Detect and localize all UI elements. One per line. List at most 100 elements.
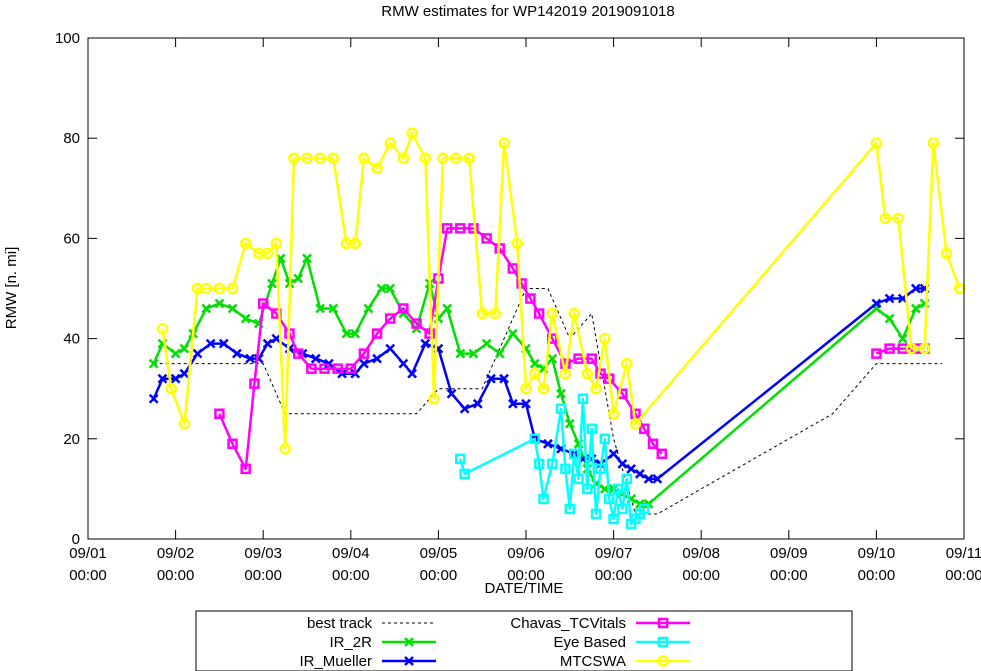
data-point-chavas-tcvitals xyxy=(384,313,396,324)
data-point-mtcswa xyxy=(419,152,432,164)
x-marker-stroke xyxy=(547,353,558,364)
data-point-mtcswa xyxy=(397,152,410,164)
legend-item-ir-2r: IR_2R xyxy=(329,634,436,651)
x-tick-label: 00:00 xyxy=(770,567,808,584)
y-tick-label: 40 xyxy=(63,331,80,348)
plot-frame xyxy=(87,37,965,540)
legend-item-best-track: best track xyxy=(307,615,436,632)
data-point-chavas-tcvitals xyxy=(249,378,260,389)
data-point-chavas-tcvitals xyxy=(481,233,492,244)
data-point-ir-mueller xyxy=(626,463,637,474)
x-marker-stroke xyxy=(148,358,159,369)
x-marker-stroke xyxy=(315,303,326,314)
data-point-eye-based xyxy=(564,503,576,515)
data-point-ir-2r xyxy=(148,358,159,369)
data-point-ir-mueller xyxy=(407,368,418,379)
data-point-mtcswa xyxy=(879,212,891,225)
y-axis-label: RMW [n. mi] xyxy=(3,247,20,330)
x-marker-stroke xyxy=(201,303,212,314)
x-marker-stroke xyxy=(459,403,470,414)
x-tick-label: 00:00 xyxy=(69,567,107,584)
data-point-ir-2r xyxy=(385,283,396,294)
x-marker-stroke xyxy=(507,328,518,339)
data-point-eye-based xyxy=(568,448,580,460)
data-point-ir-2r xyxy=(507,328,518,339)
data-point-eye-based xyxy=(560,463,571,475)
x-tick-label: 09/01 xyxy=(69,545,107,562)
data-point-ir-mueller xyxy=(271,333,282,344)
data-point-ir-mueller xyxy=(652,473,663,484)
data-point-ir-mueller xyxy=(472,398,483,409)
data-point-mtcswa xyxy=(629,418,642,430)
data-point-chavas-tcvitals xyxy=(533,308,545,319)
data-point-eye-based xyxy=(639,503,650,515)
x-marker-stroke xyxy=(302,253,312,264)
data-point-eye-based xyxy=(595,463,606,475)
data-point-ir-2r xyxy=(240,313,251,324)
data-point-ir-mueller xyxy=(359,358,369,369)
data-point-ir-2r xyxy=(341,328,352,339)
data-point-mtcswa xyxy=(927,137,940,149)
legend-swatch-marker xyxy=(657,655,669,667)
x-marker-stroke xyxy=(543,438,553,449)
data-point-ir-mueller xyxy=(179,368,190,379)
data-point-eye-based xyxy=(538,493,549,505)
data-point-ir-mueller xyxy=(192,348,203,359)
legend-box xyxy=(195,610,853,671)
x-marker-stroke xyxy=(494,348,505,359)
data-point-ir-2r xyxy=(363,303,374,314)
x-marker-stroke xyxy=(617,458,628,469)
data-point-ir-2r xyxy=(455,348,466,359)
x-marker-stroke xyxy=(240,313,251,324)
data-point-mtcswa xyxy=(476,307,488,320)
x-marker-stroke xyxy=(385,343,396,354)
data-point-eye-based xyxy=(599,433,611,445)
data-point-ir-mueller xyxy=(310,353,321,364)
data-point-mtcswa xyxy=(590,382,602,395)
data-point-mtcswa xyxy=(226,282,239,295)
data-point-ir-2r xyxy=(227,303,238,314)
data-point-mtcswa xyxy=(870,137,883,149)
data-point-ir-2r xyxy=(170,348,181,359)
x-marker-stroke xyxy=(232,348,242,359)
x-marker-stroke xyxy=(634,468,645,479)
x-marker-stroke xyxy=(271,333,282,344)
x-marker-stroke xyxy=(652,473,663,484)
data-point-mtcswa xyxy=(213,282,226,295)
data-point-eye-based xyxy=(533,458,545,470)
series-mtcswa xyxy=(156,127,966,455)
x-marker-stroke xyxy=(218,338,229,349)
x-marker-stroke xyxy=(404,637,414,647)
data-point-mtcswa xyxy=(371,162,383,175)
data-point-mtcswa xyxy=(463,152,475,164)
data-point-ir-mueller xyxy=(148,393,159,404)
x-marker-stroke xyxy=(455,348,466,359)
data-point-mtcswa xyxy=(581,367,594,380)
x-marker-stroke xyxy=(626,463,637,474)
x-axis-label: DATE/TIME xyxy=(485,580,564,597)
x-marker-stroke xyxy=(205,338,216,349)
data-point-chavas-tcvitals xyxy=(656,448,668,460)
x-marker-stroke xyxy=(481,338,492,349)
data-point-ir-2r xyxy=(302,253,312,264)
x-marker-stroke xyxy=(227,303,238,314)
legend-label: best track xyxy=(307,615,373,632)
data-point-mtcswa xyxy=(358,152,370,164)
data-point-chavas-tcvitals xyxy=(214,408,225,419)
data-point-eye-based xyxy=(617,503,628,515)
data-point-mtcswa xyxy=(511,237,523,250)
legend-label: Chavas_TCVitals xyxy=(510,615,626,632)
data-point-chavas-tcvitals xyxy=(292,348,304,359)
data-point-ir-2r xyxy=(547,353,558,364)
data-point-ir-mueller xyxy=(262,338,273,349)
data-point-mtcswa xyxy=(261,247,274,260)
data-point-chavas-tcvitals xyxy=(332,363,343,374)
data-point-chavas-tcvitals xyxy=(525,293,536,304)
data-point-mtcswa xyxy=(559,367,572,380)
x-marker-stroke xyxy=(376,283,387,294)
chart-title: RMW estimates for WP142019 2019091018 xyxy=(381,3,675,20)
x-marker-stroke xyxy=(157,373,168,384)
data-point-ir-2r xyxy=(884,313,895,324)
data-point-ir-2r xyxy=(910,303,921,314)
